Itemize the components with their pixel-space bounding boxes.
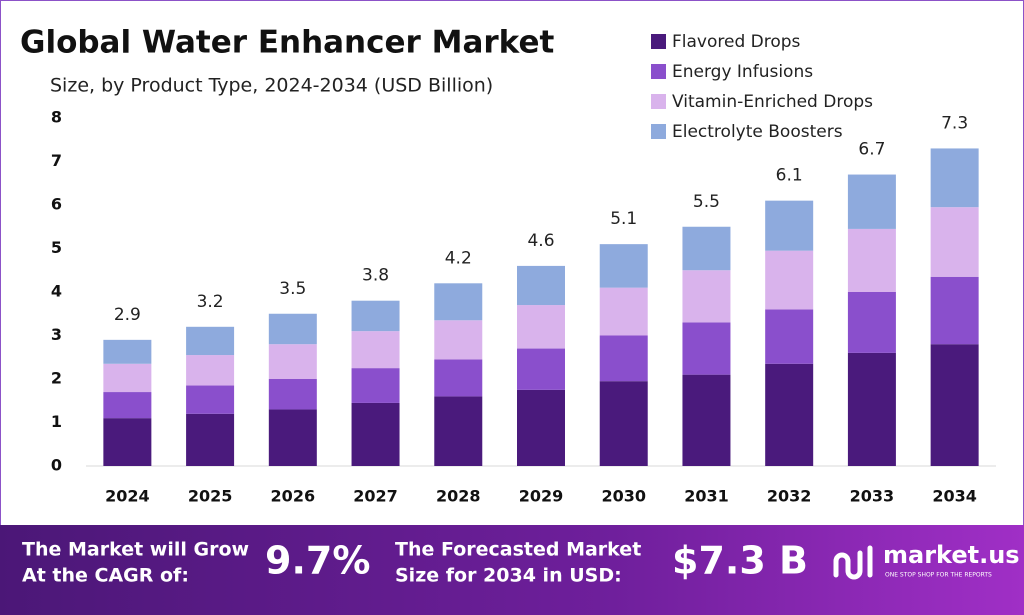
total-label: 3.2 (197, 292, 224, 312)
bar-segment (599, 287, 648, 336)
bar-segment (103, 392, 152, 419)
legend-swatch (651, 64, 666, 79)
legend-label: Flavored Drops (672, 32, 801, 52)
y-tick-label: 5 (51, 238, 62, 257)
bar-segment (930, 276, 979, 345)
bar-segment (517, 389, 565, 466)
legend: Flavored Drops Energy Infusions Vitamin-En… (651, 32, 873, 142)
bar-segment (268, 379, 317, 410)
bar-segment (351, 331, 400, 369)
x-tick-label: 2033 (850, 487, 895, 506)
y-tick-label: 1 (51, 412, 62, 431)
y-tick-label: 0 (51, 456, 62, 475)
brand-name: market.us (883, 541, 1020, 569)
bar-segment (599, 244, 648, 288)
total-label: 2.9 (114, 305, 141, 325)
bar-segment (103, 418, 152, 466)
x-tick-label: 2027 (353, 487, 398, 506)
total-label: 7.3 (941, 113, 968, 133)
total-label: 6.1 (776, 166, 803, 186)
total-label: 6.7 (858, 140, 885, 160)
forecast-value: $7.3 B (672, 539, 808, 583)
bar-segment (517, 265, 565, 306)
bar-segment (186, 326, 235, 356)
y-tick-label: 3 (51, 325, 62, 344)
bar-segment (517, 348, 565, 390)
legend-swatch (651, 94, 666, 109)
legend-label: Energy Infusions (672, 62, 813, 82)
bar-segment (765, 363, 814, 466)
bar-segment (186, 413, 235, 466)
bar-segment (682, 322, 731, 375)
total-label: 3.5 (279, 279, 306, 299)
cagr-value: 9.7% (265, 539, 370, 583)
forecast-text: The Forecasted Market (395, 539, 641, 561)
x-tick-label: 2032 (767, 487, 812, 506)
legend-label: Vitamin-Enriched Drops (672, 92, 873, 112)
legend-swatch (651, 124, 666, 139)
bar-segment (847, 352, 896, 466)
y-tick-label: 8 (51, 108, 62, 127)
cagr-text: At the CAGR of: (22, 565, 189, 587)
x-tick-label: 2025 (188, 487, 233, 506)
brand-logo (833, 545, 873, 580)
total-label: 3.8 (362, 266, 389, 286)
footer-band (0, 525, 1024, 615)
bar-segment (434, 396, 483, 466)
bar-segment (847, 228, 896, 292)
y-tick-label: 7 (51, 151, 62, 170)
chart-title: Global Water Enhancer Market (20, 25, 554, 61)
chart-subtitle: Size, by Product Type, 2024-2034 (USD Bi… (50, 75, 493, 97)
bar-segment (599, 335, 648, 382)
total-label: 4.2 (445, 248, 472, 268)
legend-swatch (651, 34, 666, 49)
y-tick-label: 4 (51, 282, 62, 301)
bar-segment (434, 359, 483, 397)
x-tick-label: 2028 (436, 487, 481, 506)
bar-segment (682, 226, 731, 271)
bar-segment (847, 174, 896, 229)
forecast-text: Size for 2034 in USD: (395, 565, 622, 587)
bar-segment (847, 292, 896, 353)
bar-segment (930, 207, 979, 277)
bar-segment (517, 305, 565, 349)
bar-segment (351, 368, 400, 403)
bar-segment (682, 374, 731, 466)
total-label: 5.1 (610, 209, 637, 229)
brand-tagline: ONE STOP SHOP FOR THE REPORTS (885, 572, 992, 579)
bar-segment (351, 300, 400, 332)
x-tick-label: 2034 (932, 487, 977, 506)
bar-segment (103, 339, 152, 364)
bar-segment (268, 313, 317, 345)
bar-segment (930, 344, 979, 466)
y-tick-label: 2 (51, 369, 62, 388)
x-tick-label: 2030 (601, 487, 646, 506)
plot: 0 1 2 3 4 5 6 7 8 2.9 2024 3.2 2025 3.5 2026 3.8 2027 4.2… (51, 108, 996, 506)
bar-segment (765, 309, 814, 364)
x-tick-label: 2026 (271, 487, 316, 506)
total-label: 5.5 (693, 192, 720, 212)
total-label: 4.6 (527, 231, 554, 251)
bar-segment (930, 148, 979, 208)
bar-segment (186, 385, 235, 414)
bar-segment (351, 402, 400, 466)
bar-segment (765, 250, 814, 310)
x-tick-label: 2031 (684, 487, 729, 506)
y-tick-label: 6 (51, 195, 62, 214)
bar-segment (434, 320, 483, 360)
bar-segment (765, 200, 814, 251)
x-tick-label: 2029 (519, 487, 564, 506)
bar-segment (268, 409, 317, 466)
bar-segment (186, 355, 235, 386)
legend-label: Electrolyte Boosters (672, 122, 843, 142)
bar-segment (103, 363, 152, 393)
cagr-text: The Market will Grow (22, 539, 249, 561)
bar-segment (434, 283, 483, 321)
bar-segment (599, 381, 648, 466)
bar-segment (682, 270, 731, 323)
bar-segment (268, 344, 317, 379)
x-tick-label: 2024 (105, 487, 150, 506)
